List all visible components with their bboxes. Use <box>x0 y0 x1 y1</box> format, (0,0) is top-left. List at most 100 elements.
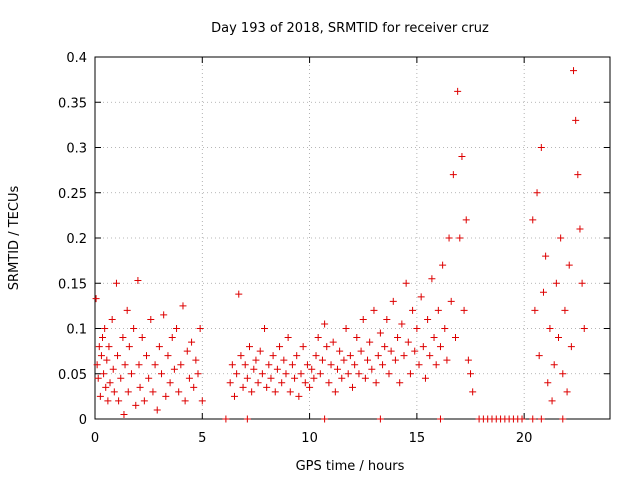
y-tick-label: 0.15 <box>58 277 87 292</box>
data-point <box>368 365 376 373</box>
data-point <box>103 356 111 364</box>
data-point <box>136 383 144 391</box>
data-point <box>100 370 108 378</box>
data-point <box>135 361 143 369</box>
x-tick-label: 15 <box>409 431 426 446</box>
data-point <box>426 352 434 360</box>
data-point <box>456 234 464 242</box>
x-tick-label: 10 <box>301 431 318 446</box>
data-point <box>241 361 249 369</box>
data-point <box>376 329 384 337</box>
data-point <box>441 325 449 332</box>
data-points <box>92 67 588 423</box>
data-point <box>104 397 112 405</box>
data-point <box>417 293 425 301</box>
data-point <box>316 370 324 378</box>
data-point <box>559 415 567 423</box>
data-point <box>344 370 352 378</box>
data-point <box>120 410 128 418</box>
data-point <box>411 347 419 355</box>
data-point <box>243 374 251 382</box>
data-point <box>325 379 333 387</box>
data-point <box>370 306 378 314</box>
data-point <box>127 370 135 378</box>
data-point <box>537 415 545 423</box>
data-point <box>572 116 580 124</box>
y-tick-label: 0.3 <box>66 142 87 157</box>
data-point <box>143 352 150 360</box>
data-point <box>261 325 269 332</box>
data-point <box>233 370 241 378</box>
data-point <box>361 374 369 382</box>
data-point <box>124 388 132 396</box>
data-point <box>529 216 537 224</box>
data-point <box>458 153 466 161</box>
data-point <box>580 325 588 332</box>
data-point <box>312 352 320 360</box>
data-point <box>415 361 423 369</box>
data-point <box>357 347 365 355</box>
data-point <box>138 334 146 342</box>
data-point <box>173 325 181 332</box>
data-point <box>102 383 110 391</box>
y-tick-label: 0.05 <box>58 368 87 383</box>
data-point <box>535 352 543 360</box>
data-point <box>559 370 567 378</box>
data-point <box>222 415 230 423</box>
data-point <box>145 374 153 382</box>
data-point <box>443 356 451 364</box>
data-point <box>295 392 303 400</box>
y-tick-label: 0.2 <box>66 232 87 247</box>
data-point <box>130 325 138 332</box>
data-point <box>406 370 414 378</box>
data-point <box>338 374 346 382</box>
data-point <box>546 325 554 332</box>
data-point <box>398 320 406 328</box>
data-point <box>552 279 560 287</box>
data-point <box>95 343 103 351</box>
data-point <box>230 392 238 400</box>
data-point <box>565 261 573 269</box>
x-tick-label: 5 <box>198 431 206 446</box>
data-point <box>389 297 397 305</box>
data-point <box>340 356 348 364</box>
data-point <box>153 406 161 414</box>
data-point <box>175 388 183 396</box>
data-point <box>402 279 410 287</box>
data-point <box>198 397 206 405</box>
data-point <box>97 352 105 360</box>
data-point <box>119 334 127 342</box>
data-point <box>93 361 101 369</box>
data-point <box>385 370 393 378</box>
x-tick-label: 0 <box>91 431 99 446</box>
data-point <box>310 374 318 382</box>
data-point <box>355 370 363 378</box>
data-point <box>576 225 584 233</box>
data-point <box>297 370 305 378</box>
data-point <box>419 343 427 351</box>
data-point <box>331 388 339 396</box>
data-point <box>147 315 155 323</box>
data-point <box>288 361 296 369</box>
data-point <box>267 374 275 382</box>
data-point <box>239 383 247 391</box>
data-point <box>101 325 109 332</box>
data-point <box>263 383 271 391</box>
data-point <box>542 252 550 260</box>
data-point <box>449 171 457 179</box>
data-point <box>162 392 170 400</box>
data-point <box>235 290 243 298</box>
data-point <box>563 388 571 396</box>
x-tick-label: 20 <box>516 431 533 446</box>
x-axis-label: GPS time / hours <box>296 459 405 474</box>
data-point <box>567 343 575 351</box>
data-point <box>336 347 344 355</box>
data-point <box>246 343 253 351</box>
data-point <box>110 388 118 396</box>
data-point <box>109 365 117 373</box>
data-point <box>342 325 350 332</box>
data-point <box>447 297 455 305</box>
data-point <box>379 361 387 369</box>
data-point <box>280 356 288 364</box>
data-point <box>188 338 196 346</box>
